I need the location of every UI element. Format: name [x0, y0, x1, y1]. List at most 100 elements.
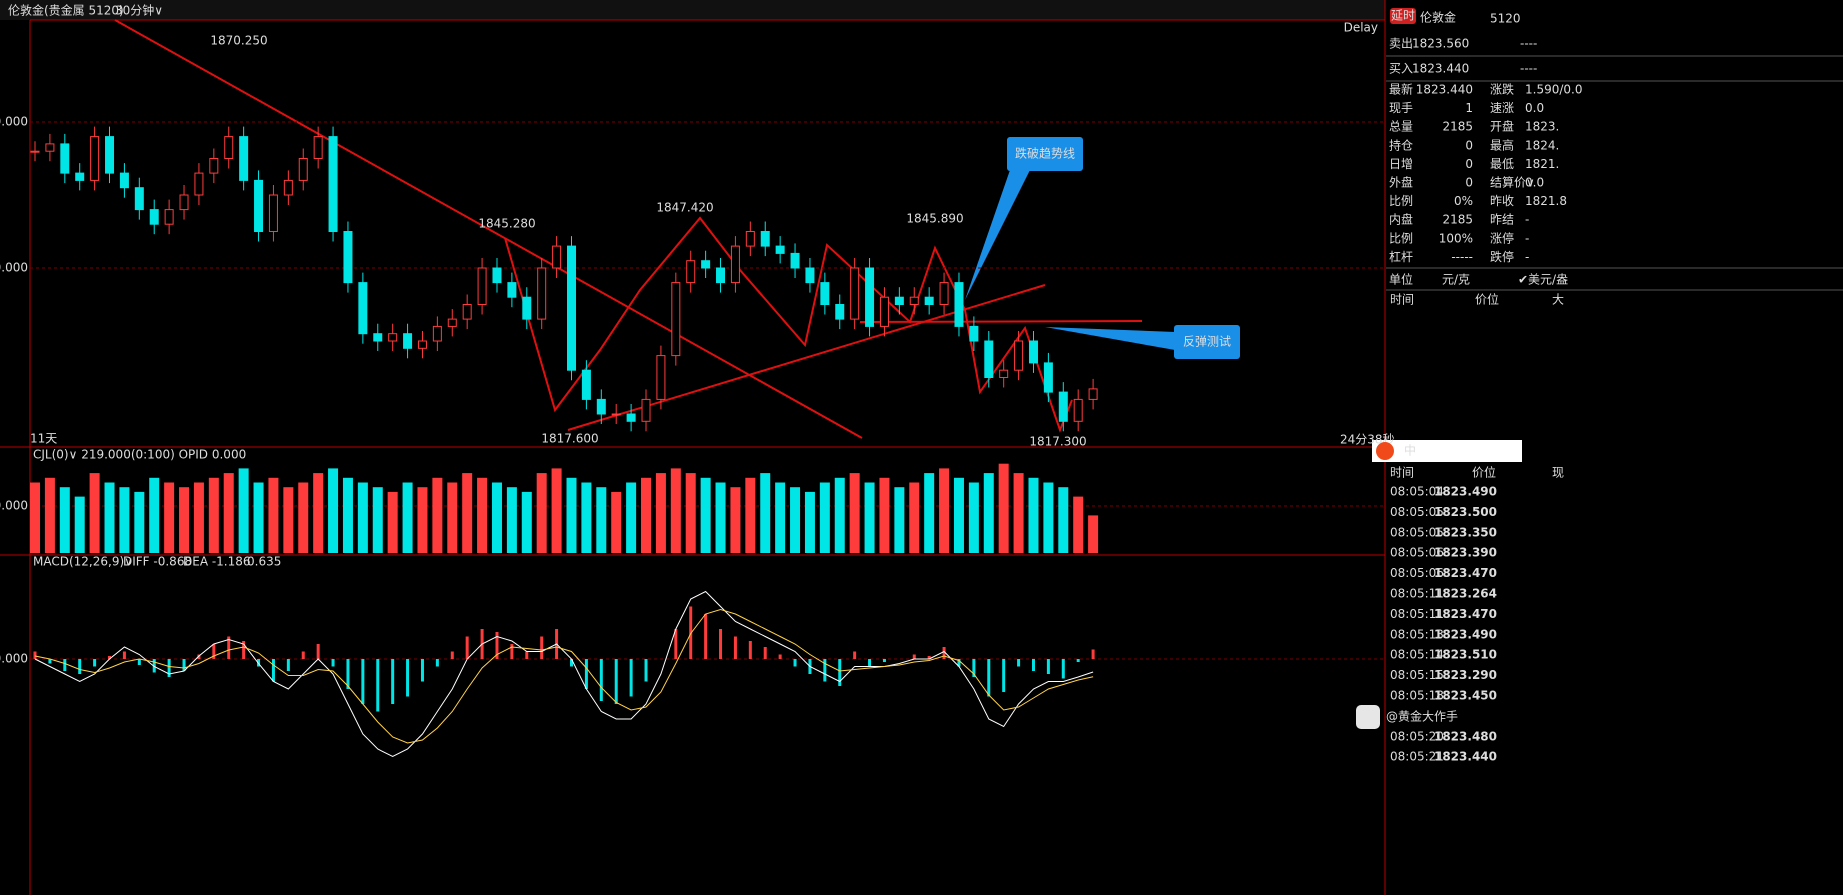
quote-value: 100% — [1439, 231, 1473, 245]
candle — [417, 340, 427, 349]
candle — [298, 158, 308, 181]
tick-price: 1823.390 — [1434, 546, 1497, 560]
quote-value: 0.0 — [1525, 101, 1544, 115]
column-header: 现 — [1552, 466, 1564, 480]
volume-bar — [655, 473, 666, 553]
candle — [75, 172, 85, 181]
label: Delay — [1344, 21, 1378, 35]
quote-value: - — [1525, 213, 1529, 227]
quote-value: 0 — [1465, 157, 1473, 171]
quote-value: 2185 — [1442, 120, 1473, 134]
volume-bar — [357, 482, 368, 553]
volume-bar — [849, 473, 860, 553]
volume-bar — [30, 482, 40, 553]
quote-label: 开盘 — [1490, 119, 1514, 134]
volume-bar — [834, 477, 845, 553]
tick-price: 1823.470 — [1434, 566, 1497, 580]
volume-bar — [298, 482, 309, 553]
candle — [507, 282, 517, 298]
candle — [611, 413, 621, 416]
quote-value: 1823. — [1525, 120, 1559, 134]
volume-bar — [1088, 515, 1099, 553]
label: DEA -1.186 — [183, 555, 251, 569]
tick-price: 1823.480 — [1434, 729, 1497, 743]
volume-bar — [328, 468, 339, 553]
volume-bar — [447, 482, 458, 553]
quote-value: ----- — [1451, 250, 1473, 264]
volume-bar — [983, 473, 994, 553]
volume-bar — [730, 487, 741, 553]
candle — [716, 267, 726, 284]
volume-bar — [700, 477, 711, 553]
label: 元/克 — [1442, 273, 1470, 287]
label: 0.635 — [247, 555, 281, 569]
badge — [1390, 8, 1416, 24]
label: 5120 — [1490, 12, 1521, 26]
candle — [179, 194, 189, 211]
volume-bar — [641, 477, 652, 553]
label: MACD(12,26,9)∨ — [33, 555, 133, 569]
quote-label: 速涨 — [1490, 100, 1514, 115]
volume-bar — [596, 487, 607, 553]
candle — [984, 340, 994, 378]
volume-bar — [193, 482, 204, 553]
volume-bar — [89, 473, 100, 553]
label: 伦敦金 — [1420, 10, 1456, 25]
quote-value: 0 — [1465, 176, 1473, 190]
label: ---- — [1520, 37, 1537, 51]
watermark-icon — [1356, 705, 1380, 729]
candle — [1028, 340, 1038, 364]
candle — [626, 413, 636, 422]
candle — [239, 136, 249, 181]
volume-bar — [238, 468, 249, 553]
volume-bar — [506, 487, 517, 553]
quote-label: 外盘 — [1389, 175, 1413, 190]
candle — [730, 245, 740, 284]
quote-value: 1823.440 — [1416, 83, 1473, 97]
candle — [209, 158, 219, 174]
volume-bar — [864, 482, 875, 553]
price-annotation: 1817.600 — [541, 432, 598, 446]
quote-label: 最高 — [1490, 137, 1514, 152]
candle — [939, 282, 949, 306]
volume-bar — [1073, 496, 1084, 553]
tick-time: 08:05:04 — [1390, 485, 1444, 499]
quote-label: 比例 — [1389, 194, 1413, 208]
candle — [60, 143, 70, 174]
volume-bar — [909, 482, 920, 553]
tick-price: 1823.290 — [1434, 668, 1497, 682]
label: ---- — [1520, 62, 1537, 76]
column-header: 时间 — [1390, 466, 1414, 480]
candle — [656, 355, 666, 400]
tick-time: 08:05:11 — [1390, 607, 1444, 621]
callout-box — [1007, 137, 1083, 171]
quote-label: 最新 — [1389, 82, 1413, 97]
volume-bar — [253, 482, 264, 553]
tick-time: 08:05:14 — [1390, 648, 1444, 662]
label: 卖出 — [1389, 37, 1413, 51]
label: 11天 — [30, 432, 57, 446]
price-annotation: 1847.420 — [656, 201, 713, 215]
volume-bar — [223, 473, 234, 553]
candle — [447, 318, 457, 327]
candle — [358, 282, 368, 335]
candle — [1058, 391, 1068, 422]
volume-bar — [1028, 477, 1039, 553]
tick-time: 08:05:21 — [1390, 750, 1444, 764]
quote-label: 结算价∨ — [1490, 175, 1535, 190]
diff-line — [34, 590, 1094, 758]
candle — [850, 267, 860, 320]
label: DIFF -0.868 — [123, 555, 192, 569]
quote-label: 日增 — [1389, 157, 1413, 171]
label: ✔美元/盎 — [1518, 273, 1568, 287]
candle — [790, 252, 800, 269]
candle — [492, 267, 502, 284]
tick-price: 1823.470 — [1434, 607, 1497, 621]
candle — [462, 304, 472, 320]
volume-bar — [939, 468, 950, 553]
candle — [671, 282, 681, 357]
volume-bar — [953, 477, 964, 553]
candle — [1043, 362, 1053, 393]
candle — [313, 136, 323, 160]
